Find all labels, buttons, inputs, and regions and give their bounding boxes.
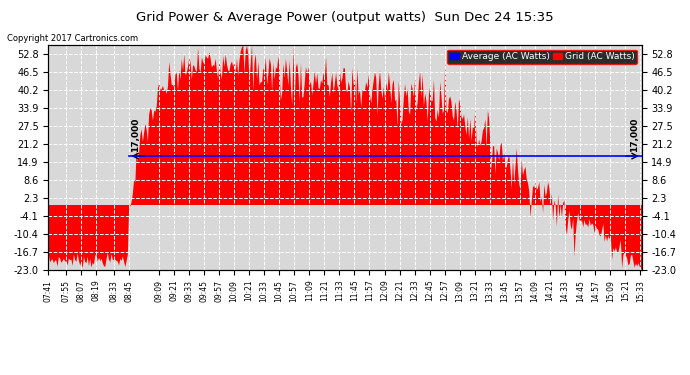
Text: Copyright 2017 Cartronics.com: Copyright 2017 Cartronics.com	[7, 34, 138, 43]
Text: 17,000: 17,000	[131, 117, 140, 152]
Text: 17,000: 17,000	[630, 117, 639, 152]
Text: Grid Power & Average Power (output watts)  Sun Dec 24 15:35: Grid Power & Average Power (output watts…	[136, 11, 554, 24]
Legend: Average (AC Watts), Grid (AC Watts): Average (AC Watts), Grid (AC Watts)	[447, 50, 637, 64]
